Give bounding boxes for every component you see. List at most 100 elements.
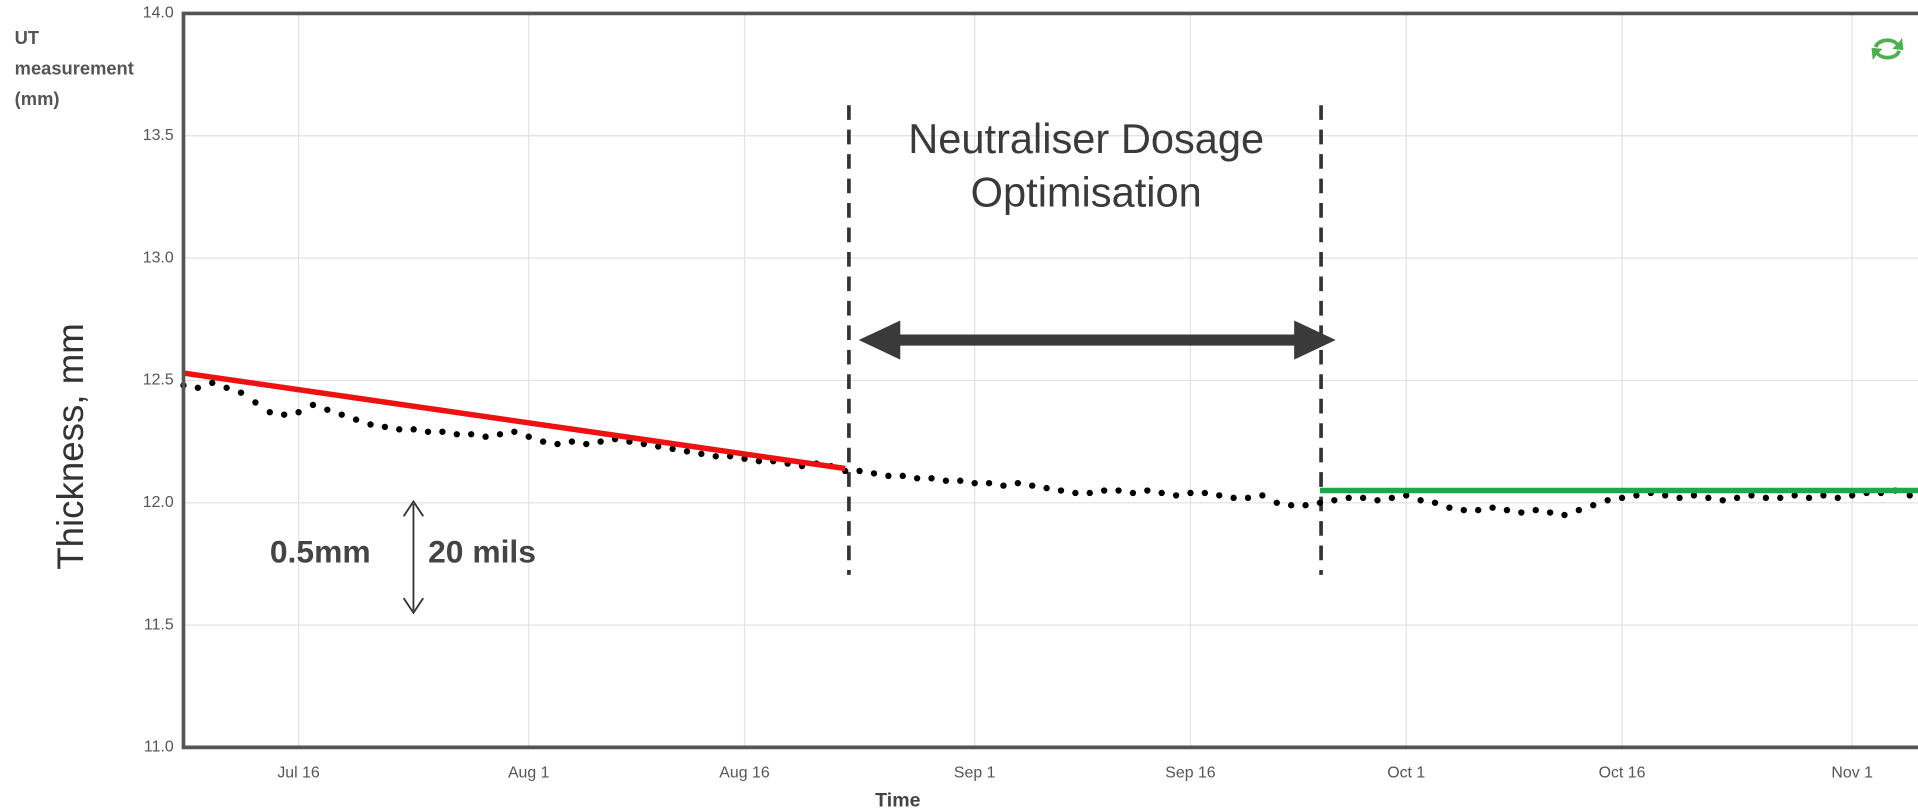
data-point — [1374, 497, 1381, 504]
data-point — [309, 401, 317, 409]
data-point — [1000, 482, 1007, 489]
y-tick-label: 12.5 — [143, 372, 174, 389]
data-point — [396, 426, 403, 433]
data-point — [1518, 509, 1525, 516]
y-tick-label: 14.0 — [143, 5, 174, 22]
annotations: Neutraliser Dosage Optimisation 0.5mm 20… — [270, 37, 1904, 615]
data-point — [913, 475, 921, 482]
y-tick-label: 12.0 — [143, 494, 174, 511]
data-point — [1820, 492, 1827, 499]
x-tick-label: Jul 16 — [277, 764, 320, 781]
data-point — [324, 406, 331, 413]
data-point — [1676, 494, 1683, 502]
data-point — [482, 433, 489, 440]
data-point — [1043, 484, 1050, 492]
annotation-text: Neutraliser Dosage — [908, 115, 1264, 162]
data-point — [899, 472, 906, 480]
data-point — [1244, 494, 1252, 502]
data-point — [712, 453, 719, 460]
scale-label: 0.5mm — [270, 534, 371, 570]
x-tick-label: Aug 16 — [719, 764, 770, 781]
data-point — [439, 428, 446, 435]
data-point — [1201, 489, 1209, 497]
x-tick-label: Oct 1 — [1387, 764, 1425, 781]
data-point — [1546, 509, 1554, 516]
data-point — [928, 475, 935, 482]
data-point — [1388, 494, 1396, 502]
data-point — [554, 440, 561, 448]
data-point — [1144, 487, 1151, 494]
data-point — [1705, 494, 1712, 502]
data-point — [1762, 494, 1770, 502]
data-point — [1417, 497, 1424, 504]
plot-border — [181, 11, 1918, 750]
y-axis-title: measurement — [15, 58, 134, 79]
data-point — [583, 440, 590, 448]
data-point — [468, 431, 475, 438]
data-point — [1100, 487, 1108, 494]
scale-label: 20 mils — [428, 534, 536, 570]
data — [180, 370, 1918, 519]
data-point — [338, 411, 345, 418]
data-point — [1345, 494, 1352, 502]
data-point — [1072, 489, 1079, 497]
x-tick-label: Nov 1 — [1831, 764, 1873, 781]
data-point — [957, 477, 964, 484]
data-point — [266, 409, 273, 416]
axes: UT measurement (mm) Thickness, mm Time 1… — [15, 5, 1918, 811]
data-point — [1273, 499, 1280, 506]
data-point — [1849, 492, 1856, 499]
data-point — [237, 389, 245, 396]
trend-line — [183, 370, 846, 472]
data-point — [985, 479, 993, 487]
x-tick-label: Sep 1 — [954, 764, 996, 781]
data-point — [741, 455, 748, 462]
data-point — [1172, 492, 1180, 499]
x-tick-label: Sep 16 — [1165, 764, 1216, 781]
data-point — [194, 384, 202, 391]
data-point — [410, 426, 417, 433]
data-point — [885, 472, 892, 480]
refresh-icon[interactable] — [1871, 37, 1904, 60]
y-tick-label: 13.5 — [143, 127, 174, 144]
x-axis-title: Time — [875, 789, 920, 811]
data-point — [1503, 506, 1511, 514]
data-point — [539, 438, 547, 445]
data-point — [856, 467, 863, 475]
scale-bar-head — [402, 597, 424, 615]
data-point — [381, 423, 389, 431]
data-point — [1057, 487, 1065, 494]
data-point — [1618, 494, 1626, 502]
data-point — [1216, 492, 1223, 499]
y-tick-label: 13.0 — [143, 249, 174, 266]
data-point — [1129, 489, 1137, 497]
grid — [183, 12, 1918, 748]
data-point — [1906, 492, 1913, 499]
data-point — [1259, 492, 1266, 499]
data-point — [870, 470, 878, 477]
data-point — [1029, 482, 1036, 489]
scale-bar-head — [402, 499, 424, 517]
data-point — [1115, 487, 1122, 494]
y-side-label: Thickness, mm — [50, 323, 91, 570]
data-point — [971, 479, 978, 487]
data-point — [1690, 492, 1698, 499]
data-point — [496, 431, 504, 438]
y-axis-title: UT — [15, 27, 39, 48]
x-tick-label: Aug 1 — [508, 764, 550, 781]
data-point — [1460, 506, 1467, 514]
x-tick-label: Oct 16 — [1599, 764, 1646, 781]
data-point — [1805, 494, 1813, 502]
data-point — [942, 477, 950, 484]
data-point — [1633, 492, 1640, 499]
data-point — [252, 399, 259, 406]
data-point — [683, 448, 691, 455]
data-point — [1431, 499, 1439, 506]
data-point — [367, 421, 374, 428]
period-arrow-head — [858, 320, 901, 360]
data-point — [698, 450, 705, 457]
data-point — [424, 428, 432, 435]
data-point — [1532, 506, 1539, 514]
